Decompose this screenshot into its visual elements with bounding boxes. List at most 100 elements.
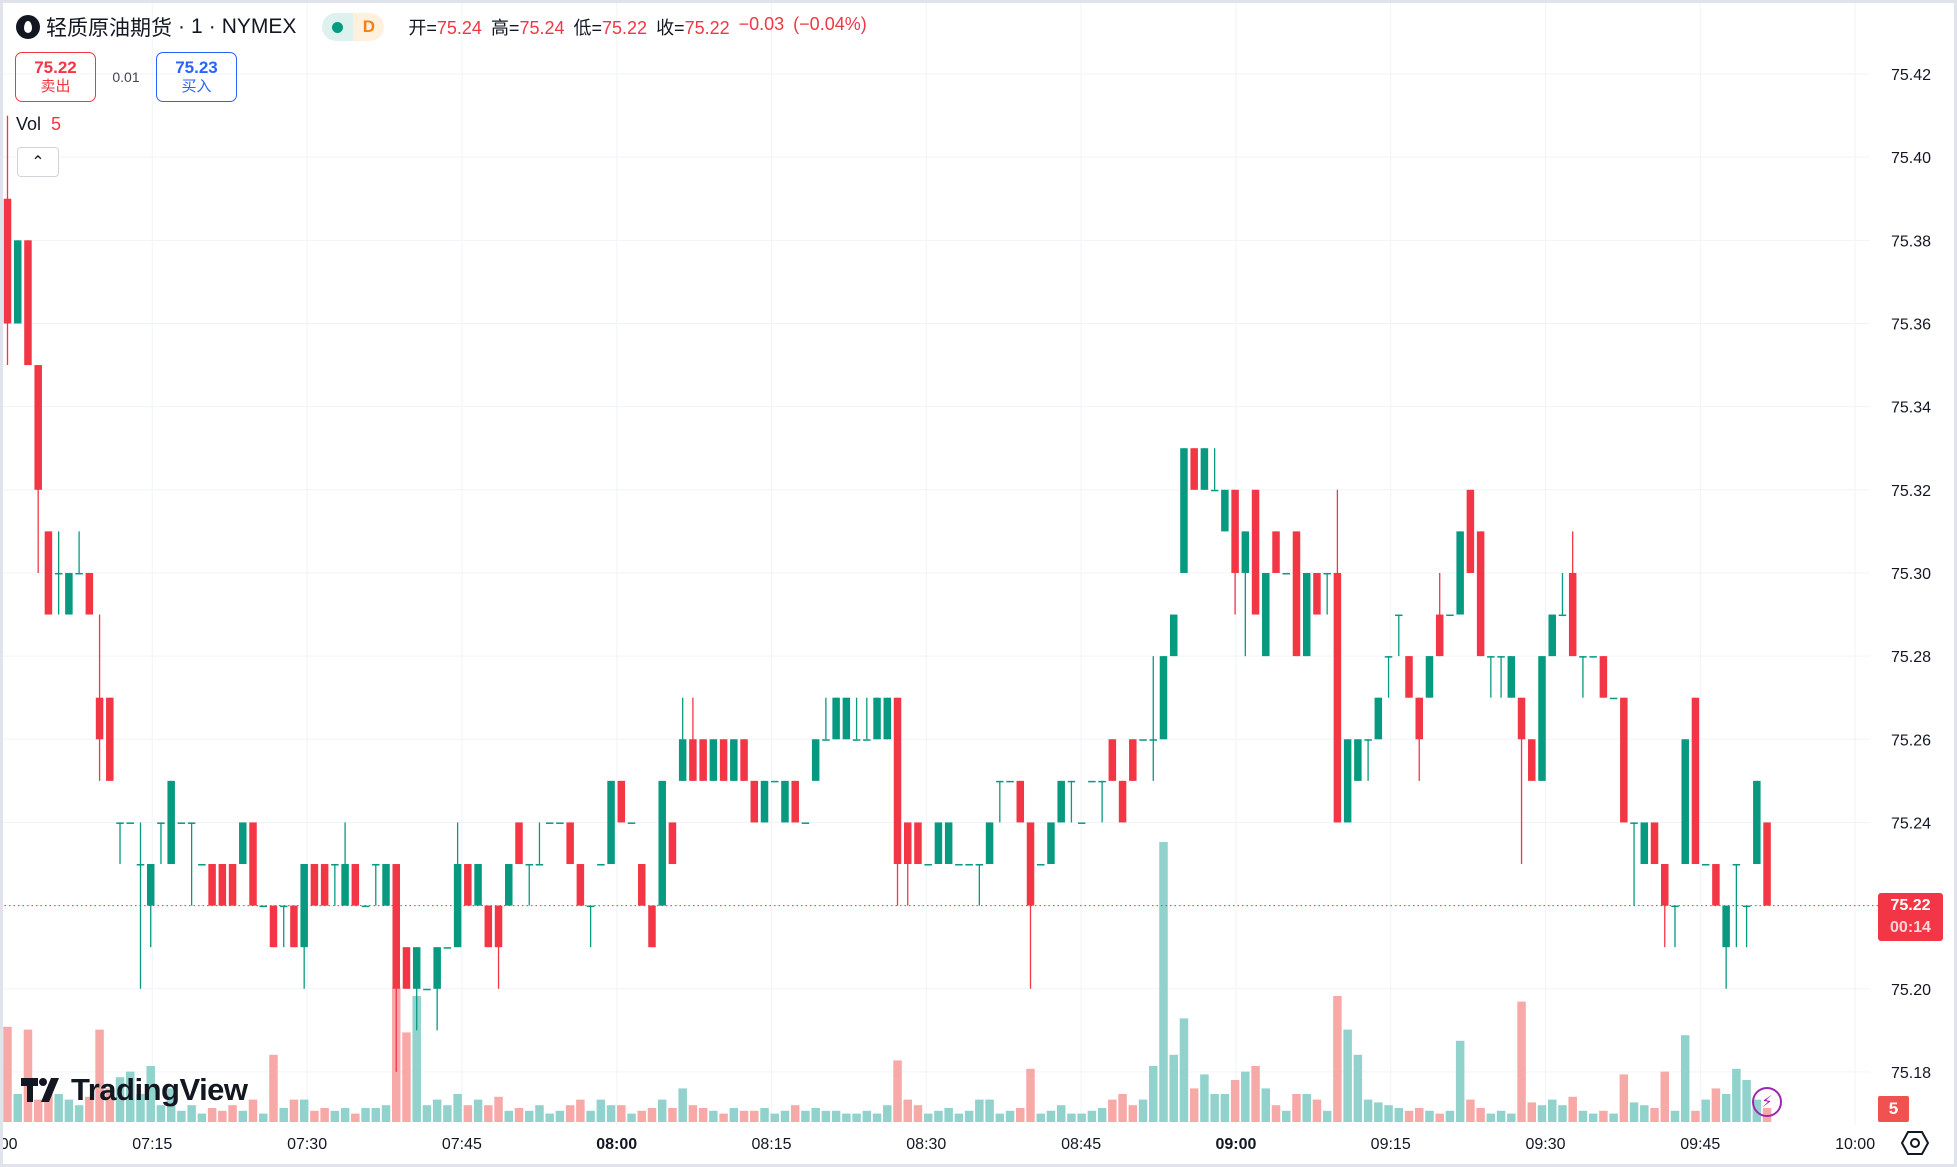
volume-legend[interactable]: Vol 5 xyxy=(16,114,62,134)
candle xyxy=(269,905,278,948)
volume-bar xyxy=(1261,1088,1271,1122)
candle xyxy=(1732,864,1741,948)
volume-bar xyxy=(545,1113,554,1122)
candle xyxy=(1722,905,1730,989)
candle-body xyxy=(1589,656,1597,658)
candle-body xyxy=(1476,531,1485,657)
candle xyxy=(791,780,799,823)
candle xyxy=(1497,656,1505,698)
candle-body xyxy=(1548,614,1556,657)
candle-body xyxy=(1047,822,1055,865)
candle-body xyxy=(44,531,53,615)
candle xyxy=(1159,656,1168,740)
volume-bar xyxy=(259,1113,268,1122)
candle xyxy=(1139,739,1147,741)
candle-body xyxy=(975,864,984,866)
candle-body xyxy=(1701,864,1710,866)
candle xyxy=(239,822,247,865)
candle xyxy=(279,905,288,948)
candle xyxy=(914,822,922,865)
candle xyxy=(730,739,738,781)
volume-bar xyxy=(883,1105,892,1122)
candle xyxy=(1057,780,1065,823)
volume-bar xyxy=(23,1029,33,1122)
symbol-name[interactable]: 轻质原油期货 xyxy=(46,17,172,40)
candle xyxy=(934,822,943,865)
candle-body xyxy=(515,822,523,865)
candle-body xyxy=(638,864,646,906)
tradingview-logo[interactable]: TradingView xyxy=(21,1072,248,1108)
volume-bar xyxy=(719,1113,728,1122)
candle xyxy=(433,947,441,1031)
candle xyxy=(740,739,748,781)
interval[interactable]: 1 xyxy=(191,15,203,38)
volume-bar xyxy=(166,1088,176,1122)
volume-bar xyxy=(1159,842,1168,1122)
candle-body xyxy=(392,864,400,989)
candle xyxy=(505,864,513,906)
volume-bar xyxy=(913,1105,923,1122)
candle-body xyxy=(1650,822,1659,865)
candle-body xyxy=(1732,864,1741,866)
volume-bar xyxy=(74,1105,84,1122)
candle-body xyxy=(1343,739,1352,823)
price-axis-label: 75.42 xyxy=(1891,67,1931,84)
settings-icon[interactable] xyxy=(1900,1128,1930,1158)
candle xyxy=(944,822,953,865)
volume-bar xyxy=(494,1096,503,1122)
volume-bar xyxy=(770,1113,779,1122)
volume-bar xyxy=(207,1108,217,1122)
time-axis-label: 08:45 xyxy=(1061,1136,1101,1153)
candle xyxy=(494,905,503,989)
volume-bar xyxy=(1701,1099,1710,1122)
buy-button[interactable]: 75.23 买入 xyxy=(156,52,237,102)
candle xyxy=(678,697,687,781)
candle-body xyxy=(566,822,574,865)
candle xyxy=(1282,572,1290,575)
candle xyxy=(412,947,421,1031)
candle-body xyxy=(1661,864,1669,906)
candle-body xyxy=(443,947,452,949)
volume-bar xyxy=(228,1105,237,1122)
candle xyxy=(1302,572,1311,657)
volume-bar xyxy=(1670,1110,1680,1122)
candle-body xyxy=(1118,780,1127,823)
price-axis-label: 75.36 xyxy=(1891,316,1931,333)
price-axis-label: 75.18 xyxy=(1891,1065,1931,1082)
lightning-icon[interactable]: ⚡︎ xyxy=(1752,1087,1782,1117)
candle xyxy=(1568,531,1577,657)
price-axis-label: 75.34 xyxy=(1891,400,1931,417)
volume-bar xyxy=(729,1108,739,1122)
candle-body xyxy=(1579,656,1587,658)
candle xyxy=(545,822,554,824)
candle-body xyxy=(1753,780,1761,865)
volume-bar xyxy=(115,1077,125,1122)
collapse-legend-button[interactable]: ⌃ xyxy=(17,147,59,177)
time-axis-label: 07:45 xyxy=(442,1136,482,1153)
volume-bar xyxy=(422,1105,432,1122)
volume-bar xyxy=(760,1108,769,1122)
volume-bar xyxy=(535,1105,544,1122)
volume-bar xyxy=(596,1099,606,1122)
candle xyxy=(1446,614,1454,617)
sell-button[interactable]: 75.22 卖出 xyxy=(15,52,96,102)
candle xyxy=(1671,905,1679,948)
candle-body xyxy=(464,864,472,906)
candle xyxy=(341,822,349,906)
candle xyxy=(668,822,677,865)
candle-body xyxy=(1302,572,1311,657)
candle xyxy=(1374,697,1383,740)
time-axis-label: 07:30 xyxy=(287,1136,327,1153)
candle-body xyxy=(1323,572,1331,575)
volume-bar xyxy=(1486,1113,1496,1122)
open-value: 75.24 xyxy=(436,18,482,38)
volume-bar xyxy=(1333,996,1342,1122)
candle-body xyxy=(771,780,779,783)
volume-bar xyxy=(750,1110,759,1122)
candle-body xyxy=(351,864,360,906)
candle-body xyxy=(883,697,892,740)
volume-bar xyxy=(54,1094,63,1122)
candle xyxy=(985,822,994,865)
market-status[interactable]: D xyxy=(322,13,385,41)
